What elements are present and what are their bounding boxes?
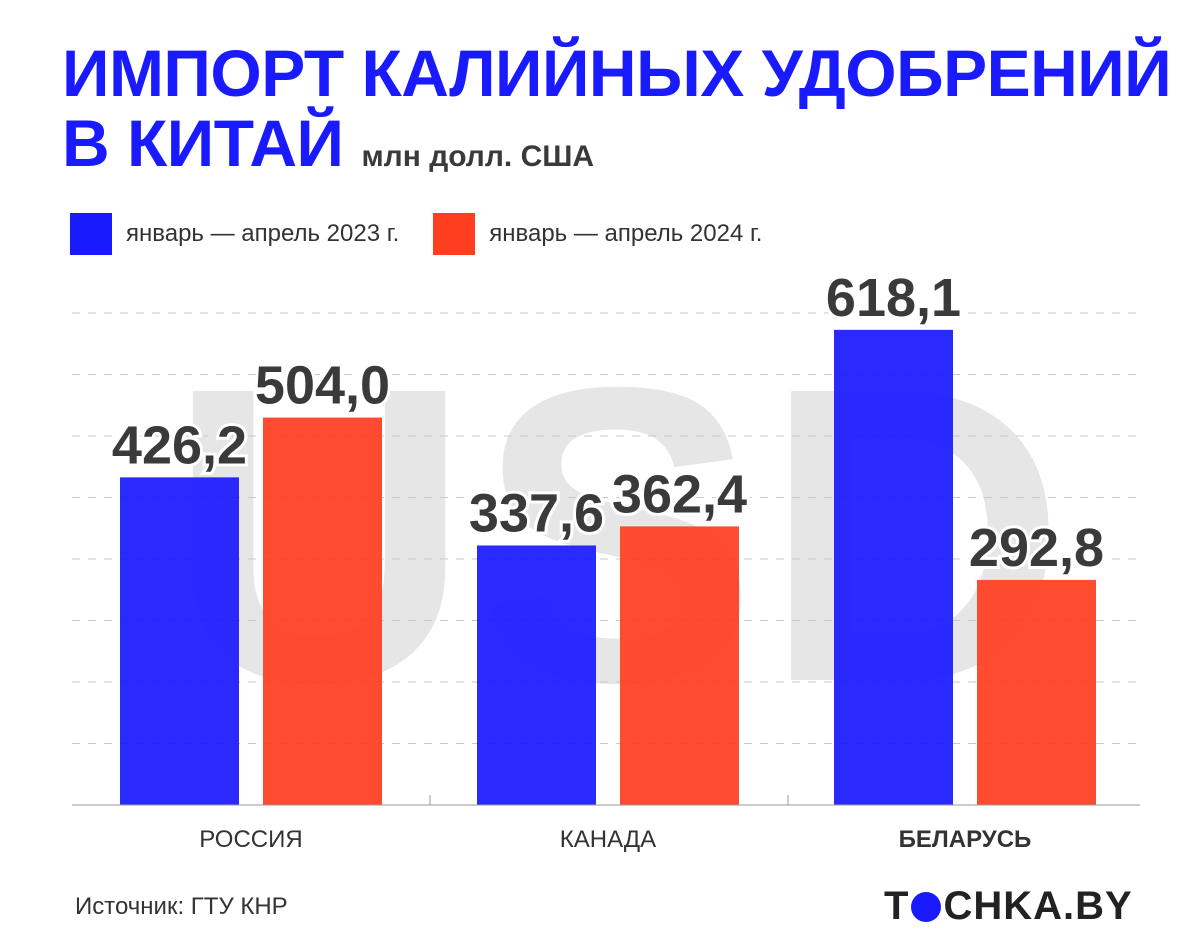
legend-item-2024: январь — апрель 2024 г.: [433, 213, 762, 255]
logo-text-left: T: [884, 884, 910, 928]
source-note: Источник: ГТУ КНР: [75, 893, 288, 920]
data-label: 337,6: [469, 483, 604, 543]
legend-swatch-2023: [70, 213, 112, 255]
logo-text-right: CHKA.BY: [943, 884, 1133, 928]
data-label: 292,8: [969, 518, 1104, 578]
bar-2024-0: [263, 417, 382, 805]
title-line-2: В КИТАЙ: [62, 106, 344, 180]
legend-label-2023: январь — апрель 2023 г.: [126, 220, 400, 247]
data-label: 362,4: [612, 464, 747, 524]
category-label: БЕЛАРУСЬ: [899, 826, 1032, 853]
brand-logo: T CHKA.BY: [884, 884, 1133, 929]
category-label: КАНАДА: [560, 826, 656, 853]
data-label: 618,1: [826, 268, 961, 328]
bar-2023-0: [120, 477, 239, 805]
category-label: РОССИЯ: [199, 826, 302, 853]
chart-title: ИМПОРТ КАЛИЙНЫХ УДОБРЕНИЙ В КИТАЙ млн дол…: [62, 40, 1172, 190]
bar-2023-2: [834, 329, 953, 805]
legend-swatch-2024: [433, 213, 476, 255]
bar-2024-1: [620, 526, 739, 805]
legend-item-2023: январь — апрель 2023 г.: [70, 213, 399, 255]
logo-circle-icon: [911, 892, 942, 922]
title-line-1: ИМПОРТ КАЛИЙНЫХ УДОБРЕНИЙ: [62, 36, 1172, 110]
data-label: 426,2: [112, 415, 247, 475]
units-label: млн долл. США: [361, 140, 595, 173]
bar-2023-1: [477, 545, 596, 805]
legend-label-2024: январь — апрель 2024 г.: [489, 220, 763, 247]
bar-2024-2: [977, 579, 1096, 805]
legend: январь — апрель 2023 г. январь — апрель …: [70, 213, 762, 255]
data-label: 504,0: [255, 356, 390, 416]
